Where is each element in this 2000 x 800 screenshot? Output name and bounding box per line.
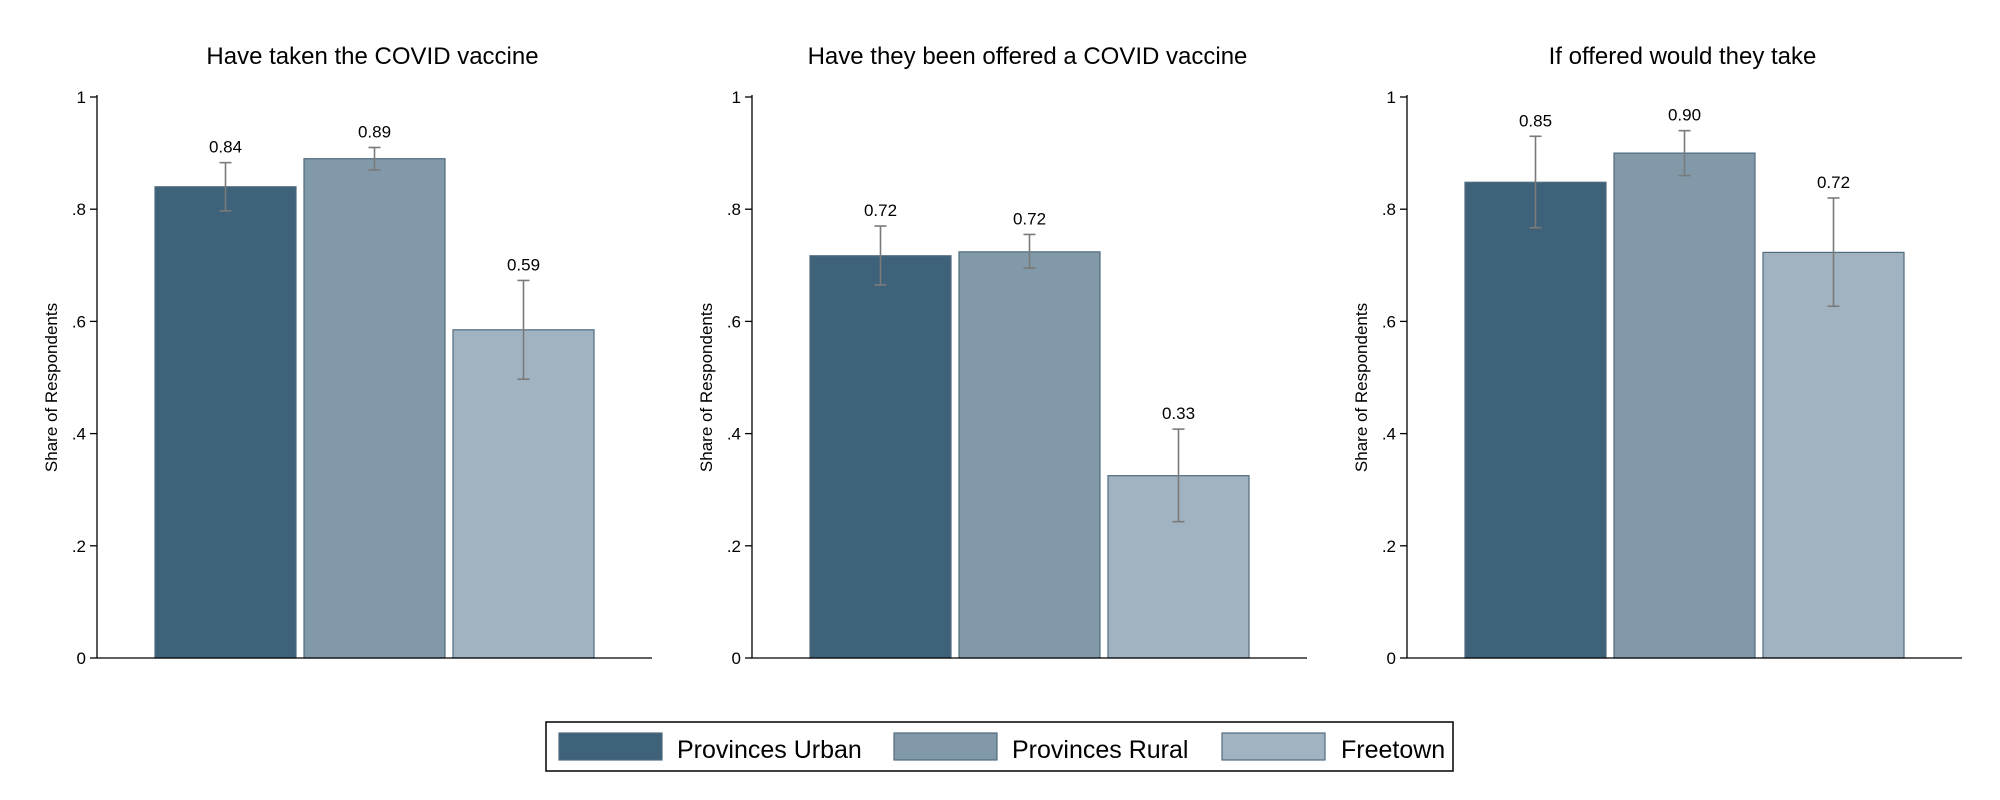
error-bar-freetown [1827, 197, 1840, 308]
panel-title: Have taken the COVID vaccine [206, 43, 538, 70]
panel-title: Have they been offered a COVID vaccine [808, 43, 1248, 70]
panel-1: Have taken the COVID vaccine Share of Res… [42, 43, 652, 668]
legend-swatch-freetown [1221, 732, 1326, 761]
legend: Provinces Urban Provinces Rural Freetown [545, 721, 1454, 772]
value-label-provinces-urban: 0.84 [209, 138, 242, 157]
value-label-freetown: 0.72 [1817, 173, 1850, 192]
y-tick-label: .4 [72, 425, 86, 444]
y-tick-label: .2 [1382, 537, 1396, 556]
y-tick-label: .6 [1382, 312, 1396, 331]
error-bar-provinces-rural [368, 146, 381, 171]
y-tick-label: 0 [732, 649, 741, 668]
y-tick-label: .2 [72, 537, 86, 556]
value-label-provinces-urban: 0.85 [1519, 111, 1552, 130]
y-axis-label: Share of Respondents [1352, 303, 1371, 472]
error-bar-freetown [1172, 428, 1185, 523]
y-tick-label: .4 [1382, 425, 1396, 444]
y-tick-label: 0 [1387, 649, 1396, 668]
error-bar-provinces-urban [874, 225, 887, 286]
bar-freetown [1762, 251, 1905, 659]
panel-2: Have they been offered a COVID vaccine Sh… [697, 43, 1307, 668]
y-tick-label: 1 [77, 88, 86, 107]
error-bar-freetown [517, 279, 530, 380]
bar-provinces-urban [154, 186, 297, 659]
legend-swatch-provinces-urban [558, 732, 663, 761]
value-label-provinces-urban: 0.72 [864, 201, 897, 220]
value-label-provinces-rural: 0.89 [358, 122, 391, 141]
y-axis-label: Share of Respondents [42, 303, 61, 472]
legend-swatch-provinces-rural [893, 732, 998, 761]
bar-freetown [452, 329, 595, 659]
value-label-provinces-rural: 0.72 [1013, 209, 1046, 228]
error-bar-provinces-urban [219, 161, 232, 212]
y-tick-label: .6 [727, 312, 741, 331]
y-tick-label: .8 [1382, 200, 1396, 219]
error-bar-provinces-rural [1023, 233, 1036, 269]
y-axis-label: Share of Respondents [697, 303, 716, 472]
error-bar-provinces-urban [1529, 135, 1542, 229]
value-label-freetown: 0.59 [507, 255, 540, 274]
y-tick-label: .2 [727, 537, 741, 556]
y-tick-label: .8 [72, 200, 86, 219]
error-bar-provinces-rural [1678, 129, 1691, 177]
bar-provinces-rural [1613, 152, 1756, 659]
legend-label-provinces-rural: Provinces Rural [1012, 736, 1188, 764]
y-tick-label: 1 [1387, 88, 1396, 107]
y-tick-label: 0 [77, 649, 86, 668]
value-label-freetown: 0.33 [1162, 404, 1195, 423]
y-tick-label: .6 [72, 312, 86, 331]
panel-title: If offered would they take [1549, 43, 1817, 70]
y-tick-label: 1 [732, 88, 741, 107]
bar-provinces-rural [958, 251, 1101, 659]
bar-provinces-urban [809, 255, 952, 659]
y-tick-label: .8 [727, 200, 741, 219]
panel-3: If offered would they take Share of Respo… [1352, 43, 1962, 668]
value-label-provinces-rural: 0.90 [1668, 106, 1701, 125]
bar-provinces-rural [303, 158, 446, 659]
legend-label-freetown: Freetown [1341, 736, 1445, 764]
y-tick-label: .4 [727, 425, 741, 444]
legend-label-provinces-urban: Provinces Urban [677, 736, 862, 764]
bar-provinces-urban [1464, 181, 1607, 659]
